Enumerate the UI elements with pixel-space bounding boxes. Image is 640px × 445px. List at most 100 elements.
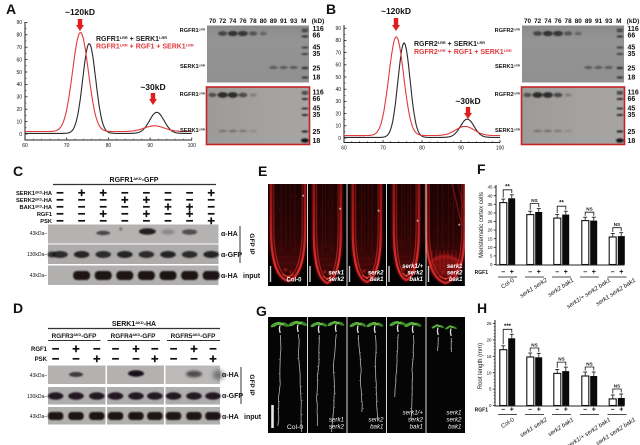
svg-text:*: *: [417, 220, 420, 226]
svg-text:15: 15: [487, 354, 492, 359]
svg-text:α-HA: α-HA: [222, 414, 239, 421]
svg-text:serk1: serk1: [446, 409, 461, 416]
svg-text:F: F: [477, 161, 486, 177]
svg-text:43kDa–: 43kDa–: [30, 273, 47, 279]
svg-text:RGFR1ΔKD-GFP: RGFR1ΔKD-GFP: [110, 176, 159, 184]
svg-text:116: 116: [313, 26, 324, 33]
svg-text:5: 5: [489, 387, 492, 392]
svg-text:45: 45: [628, 44, 636, 51]
svg-text:90: 90: [16, 20, 22, 26]
svg-text:RGFR1LRR + RGF1 + SERK1LRR: RGFR1LRR + RGF1 + SERK1LRR: [96, 42, 194, 50]
svg-text:PSK: PSK: [40, 219, 53, 225]
svg-text:*: *: [458, 224, 461, 230]
svg-text:NS: NS: [586, 362, 592, 367]
svg-text:SERK1LRR: SERK1LRR: [180, 127, 206, 134]
svg-text:M: M: [616, 18, 621, 25]
svg-text:NS: NS: [586, 207, 592, 212]
svg-text:–: –: [555, 407, 559, 414]
svg-text:66: 66: [313, 32, 321, 39]
svg-text:72: 72: [534, 18, 542, 25]
svg-text:25: 25: [313, 129, 321, 136]
svg-text:43kDa–: 43kDa–: [30, 373, 47, 379]
svg-text:serk1/+: serk1/+: [403, 409, 424, 416]
svg-text:0: 0: [19, 132, 22, 138]
svg-text:RGFR2LRR + SERK1LRR: RGFR2LRR + SERK1LRR: [414, 40, 485, 48]
svg-text:RGFR4ΔKD-GFP: RGFR4ΔKD-GFP: [111, 333, 156, 340]
svg-text:(kD): (kD): [627, 18, 639, 25]
svg-text:serk2: serk2: [328, 277, 344, 283]
svg-text:*: *: [302, 195, 305, 201]
svg-text:18: 18: [313, 75, 321, 82]
svg-text:35: 35: [488, 202, 493, 207]
svg-text:–: –: [528, 407, 532, 414]
svg-text:A: A: [6, 1, 16, 17]
svg-text:serk1: serk1: [447, 264, 463, 270]
svg-text:80: 80: [575, 18, 583, 25]
svg-text:serk2: serk2: [446, 416, 462, 423]
svg-text:α-HA: α-HA: [222, 372, 239, 379]
svg-text:91: 91: [595, 18, 603, 25]
svg-text:serk2: serk2: [368, 416, 384, 423]
svg-text:78: 78: [565, 18, 573, 25]
svg-text:35: 35: [313, 112, 321, 119]
svg-text:Root length (mm): Root length (mm): [478, 343, 484, 389]
svg-text:RGFR1LRR + SERK1LRR: RGFR1LRR + SERK1LRR: [96, 35, 167, 43]
svg-text:20: 20: [16, 107, 22, 113]
svg-text:80: 80: [16, 33, 22, 39]
svg-text:RGFR5ΔKD-GFP: RGFR5ΔKD-GFP: [171, 333, 216, 340]
svg-text:35: 35: [628, 112, 636, 119]
svg-text:PSK: PSK: [35, 357, 48, 363]
svg-text:NS: NS: [531, 343, 537, 348]
svg-text:100: 100: [188, 143, 197, 149]
svg-text:30: 30: [335, 99, 341, 105]
svg-text:74: 74: [544, 18, 552, 25]
svg-text:–: –: [528, 269, 532, 276]
svg-text:Meristematic cortex cells: Meristematic cortex cells: [479, 192, 485, 258]
svg-text:72: 72: [219, 18, 227, 25]
svg-text:116: 116: [313, 89, 324, 96]
svg-text:~30kD: ~30kD: [140, 82, 165, 92]
svg-text:–: –: [501, 407, 505, 414]
svg-text:–: –: [501, 269, 505, 276]
svg-text:NS: NS: [531, 198, 537, 203]
svg-text:30: 30: [16, 95, 22, 101]
svg-text:~30kD: ~30kD: [455, 96, 480, 106]
svg-text:66: 66: [628, 96, 636, 103]
svg-text:serk1/+: serk1/+: [402, 264, 423, 270]
svg-text:M: M: [301, 18, 306, 25]
svg-text:60: 60: [16, 57, 22, 63]
svg-text:60: 60: [335, 63, 341, 69]
svg-text:89: 89: [585, 18, 593, 25]
svg-text:60: 60: [341, 146, 347, 152]
svg-text:90: 90: [147, 143, 153, 149]
svg-text:40: 40: [335, 87, 341, 93]
svg-text:D: D: [13, 300, 23, 316]
svg-text:bak1: bak1: [410, 424, 423, 431]
svg-text:+: +: [592, 269, 596, 276]
svg-text:+: +: [619, 407, 623, 414]
svg-text:α-HA: α-HA: [221, 273, 238, 280]
svg-text:0: 0: [490, 262, 493, 267]
svg-text:BAK1ΔKD-HA: BAK1ΔKD-HA: [19, 204, 52, 211]
svg-text:80: 80: [335, 38, 341, 44]
svg-text:input: input: [244, 414, 262, 421]
svg-text:70: 70: [64, 143, 70, 149]
svg-text:10: 10: [487, 370, 492, 375]
svg-text:66: 66: [628, 32, 636, 39]
svg-text:25: 25: [628, 129, 636, 136]
svg-text:+: +: [510, 269, 514, 276]
svg-text:serk1: serk1: [328, 271, 344, 277]
svg-text:43kDa–: 43kDa–: [30, 414, 47, 420]
svg-text:SERK1ΔKD-HA: SERK1ΔKD-HA: [16, 190, 52, 197]
svg-text:NS: NS: [558, 357, 564, 362]
svg-text:bak1: bak1: [409, 277, 423, 283]
svg-text:–: –: [555, 269, 559, 276]
svg-text:93: 93: [290, 18, 298, 25]
svg-text:~120kD: ~120kD: [381, 6, 411, 16]
svg-text:80: 80: [260, 18, 268, 25]
svg-text:RGF1: RGF1: [475, 270, 489, 276]
svg-text:45: 45: [313, 44, 321, 51]
svg-text:130kDa–: 130kDa–: [27, 252, 47, 258]
svg-text:116: 116: [628, 26, 639, 33]
svg-text:NS: NS: [614, 384, 620, 389]
